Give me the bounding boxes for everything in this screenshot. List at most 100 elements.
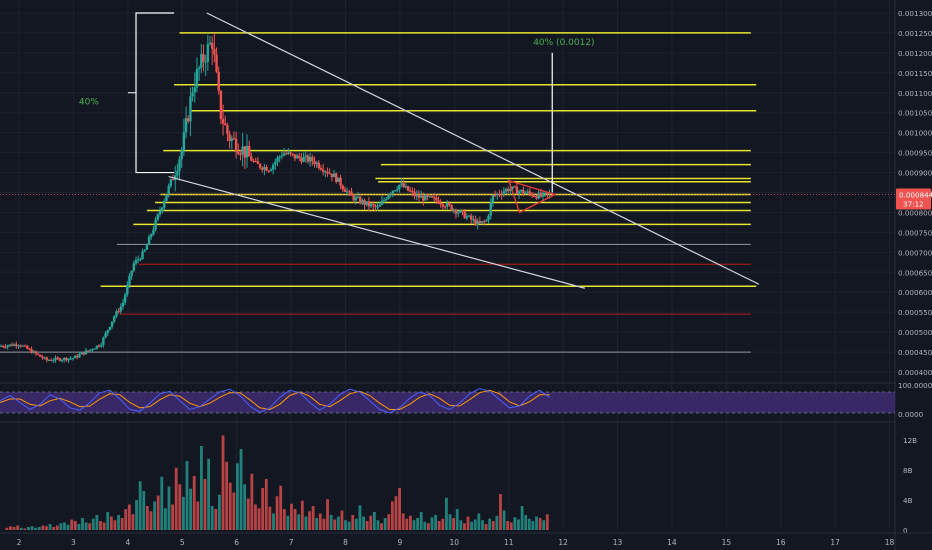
time-tick-1: 3	[71, 538, 76, 547]
volume-bar-119	[434, 515, 438, 530]
volume-bar-73	[268, 506, 272, 530]
volume-bar-30	[113, 520, 117, 530]
candle-body-61	[132, 263, 136, 271]
candle-body-227	[493, 194, 497, 196]
volume-bar-80	[293, 509, 297, 530]
candle-body-33	[71, 358, 75, 360]
volume-bar-76	[279, 485, 283, 530]
candle-body-95	[206, 44, 210, 62]
candle-body-25	[54, 357, 57, 361]
candle-body-189	[411, 191, 414, 193]
volume-bar-141	[513, 517, 517, 530]
volume-bar-49	[181, 497, 185, 530]
candle-body-62	[134, 259, 138, 264]
candle-body-118	[256, 161, 260, 164]
candle-body-224	[487, 215, 490, 221]
candle-body-50	[108, 326, 112, 331]
volume-bar-69	[254, 504, 257, 530]
candle-body-2	[4, 346, 7, 348]
candle-body-102	[221, 119, 225, 124]
candle-body-200	[435, 197, 438, 201]
volume-pane: 12B 8B 4B 0	[5, 435, 917, 535]
volume-bar-140	[509, 522, 513, 530]
volume-bar-137	[499, 494, 502, 530]
candle-body-180	[391, 190, 395, 194]
volume-bar-108	[394, 496, 398, 530]
last-price-countdown: 37:12	[903, 200, 924, 209]
candle-body-6	[12, 344, 16, 346]
volume-bar-103	[376, 520, 380, 530]
candle-body-110	[239, 153, 242, 155]
volume-bar-81	[297, 514, 301, 530]
candle-body-44	[95, 345, 99, 349]
volume-bar-110	[401, 513, 405, 530]
volume-bar-118	[430, 517, 434, 530]
candle-body-101	[219, 90, 223, 120]
volume-bar-34	[127, 504, 131, 530]
candle-body-68	[147, 236, 151, 246]
candle-body-142	[308, 156, 312, 162]
candle-body-81	[176, 170, 179, 176]
volume-bar-146	[531, 521, 535, 530]
candle-body-149	[324, 171, 327, 173]
candle-body-202	[439, 203, 442, 205]
volume-bar-124	[452, 518, 456, 530]
volume-bar-25	[95, 515, 99, 530]
annotations: 40% 40% (0.0012)	[79, 38, 595, 108]
candle-body-69	[150, 234, 153, 237]
stoch-tick-bottom: 0.0000	[898, 410, 924, 419]
candle-body-131	[284, 153, 288, 155]
candle-body-93	[202, 54, 205, 62]
volume-bar-87	[318, 513, 322, 530]
volume-bar-26	[99, 521, 102, 530]
candle-body-134	[291, 153, 294, 155]
volume-bar-104	[380, 523, 383, 530]
candle-body-211	[459, 210, 462, 213]
volume-bar-128	[466, 516, 470, 530]
annotation-label-0: 40%	[79, 98, 99, 108]
candle-body-219	[476, 221, 479, 225]
candle-body-137	[298, 155, 301, 158]
candle-body-18	[39, 354, 42, 357]
candle-body-21	[45, 357, 48, 361]
trendline-0	[206, 12, 760, 285]
volume-bar-125	[455, 509, 459, 530]
volume-bar-38	[142, 491, 146, 530]
volume-bar-96	[351, 515, 355, 530]
volume-bar-127	[463, 523, 466, 530]
candle-body-59	[128, 275, 131, 285]
volume-tick-2: 4B	[903, 496, 913, 505]
volume-bar-83	[304, 516, 308, 530]
volume-bar-46	[171, 504, 174, 530]
candle-body-148	[321, 169, 325, 172]
candle-body-54	[117, 311, 120, 313]
candle-body-41	[89, 349, 92, 351]
price-axis-bg	[896, 0, 932, 550]
candle-body-77	[167, 186, 170, 195]
candle-body-144	[313, 161, 316, 165]
volume-bar-12	[48, 524, 52, 530]
candle-body-191	[415, 194, 418, 197]
volume-bar-130	[473, 519, 477, 530]
time-axis[interactable]: 2 3 4 5 6 7 8 9 10 11 12 13 14 15 16 17 18	[0, 532, 932, 547]
time-tick-2: 4	[125, 538, 130, 547]
volume-bar-3	[16, 525, 20, 530]
candle-body-235	[511, 186, 514, 190]
volume-bar-111	[405, 518, 409, 530]
candle-body-122	[265, 166, 268, 171]
volume-bar-0	[5, 527, 9, 530]
candle-body-201	[437, 200, 440, 204]
candle-body-91	[197, 67, 201, 70]
candle-body-29	[63, 357, 66, 360]
candle-body-117	[254, 161, 257, 163]
volume-bar-92	[336, 516, 340, 530]
last-price-box	[896, 188, 931, 210]
volume-bar-52	[192, 476, 196, 530]
candle-body-32	[69, 358, 72, 360]
candle-body-183	[398, 184, 401, 190]
candle-body-237	[515, 186, 519, 194]
